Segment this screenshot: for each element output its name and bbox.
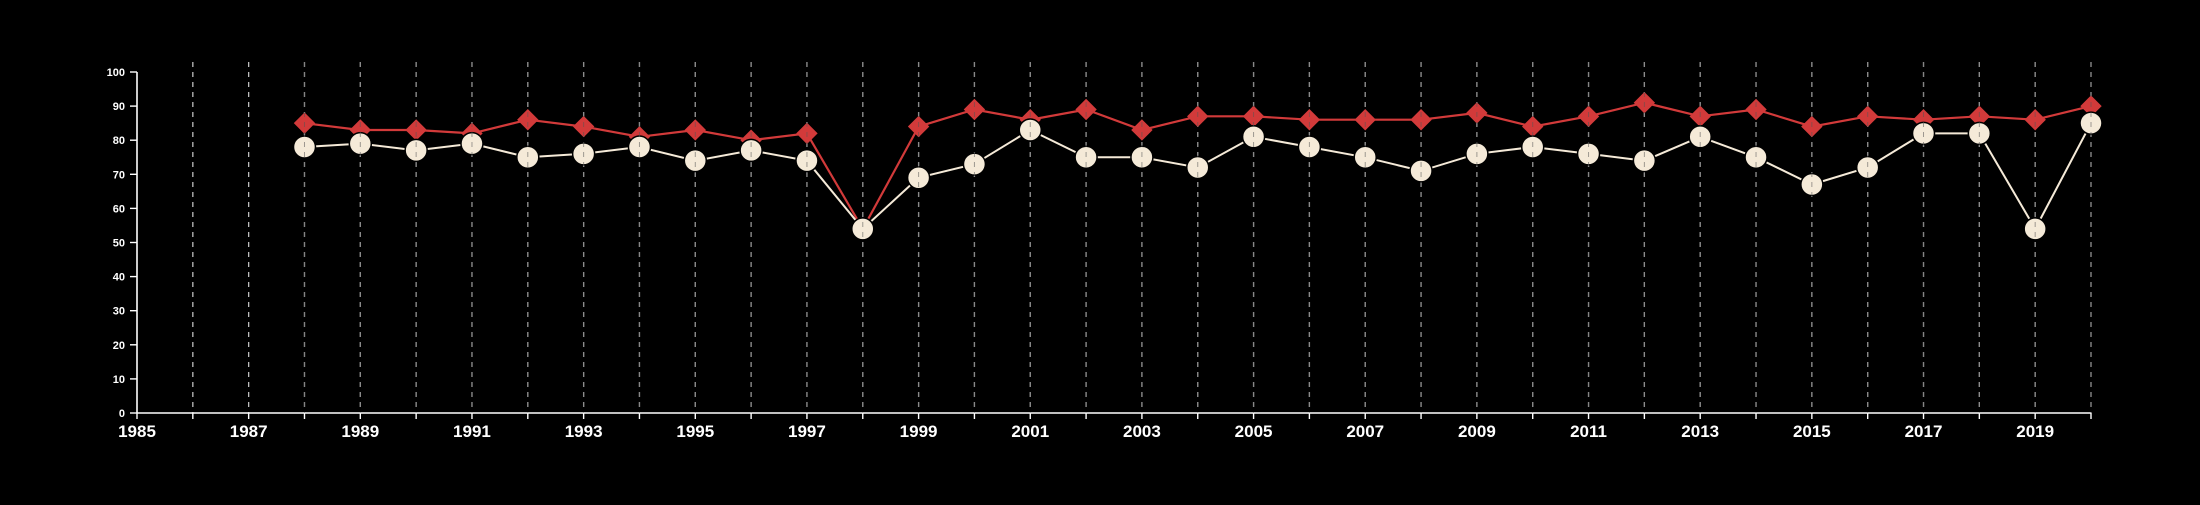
data-point-diamond bbox=[2024, 109, 2046, 131]
data-point-diamond bbox=[1298, 109, 1321, 131]
x-tick-label: 2019 bbox=[2016, 422, 2054, 441]
y-tick-label: 70 bbox=[113, 169, 125, 181]
x-tick-label: 1985 bbox=[118, 422, 156, 441]
x-tick-label: 1995 bbox=[676, 422, 714, 441]
y-tick-label: 60 bbox=[113, 203, 125, 215]
data-point-diamond bbox=[1745, 98, 1767, 121]
data-point-circle bbox=[2023, 217, 2047, 241]
data-point-circle bbox=[1632, 148, 1657, 173]
data-point-circle bbox=[1409, 159, 1433, 183]
x-tick-label: 2001 bbox=[1011, 422, 1049, 441]
data-point-diamond bbox=[517, 109, 539, 131]
data-point-diamond bbox=[1131, 119, 1153, 141]
x-tick-label: 2017 bbox=[1905, 422, 1943, 441]
data-point-circle bbox=[739, 138, 763, 163]
y-tick-label: 100 bbox=[107, 67, 125, 79]
x-tick-label: 1991 bbox=[453, 422, 491, 441]
data-point-circle bbox=[851, 217, 875, 241]
data-point-diamond bbox=[1410, 109, 1432, 131]
x-tick-label: 2007 bbox=[1346, 422, 1384, 441]
y-tick-label: 40 bbox=[113, 272, 125, 284]
data-point-diamond bbox=[1354, 109, 1376, 131]
x-tick-label: 1997 bbox=[788, 422, 826, 441]
data-point-diamond bbox=[1075, 98, 1097, 121]
y-tick-label: 80 bbox=[113, 135, 125, 147]
x-tick-label: 1999 bbox=[900, 422, 938, 441]
x-tick-label: 2003 bbox=[1123, 422, 1161, 441]
y-tick-label: 0 bbox=[119, 408, 125, 420]
x-tick-label: 2005 bbox=[1235, 422, 1273, 441]
data-point-diamond bbox=[684, 119, 706, 141]
y-tick-label: 50 bbox=[113, 238, 125, 250]
x-tick-label: 1989 bbox=[341, 422, 379, 441]
data-point-circle bbox=[795, 148, 819, 173]
gridline-overlay bbox=[303, 62, 2092, 413]
x-tick-label: 2011 bbox=[1570, 422, 1607, 441]
axes: 0 10 20 30 40 50 60 70 80 90 100 1985 1987 1989 1991 19… bbox=[107, 67, 2092, 441]
data-point-circle bbox=[1018, 118, 1043, 142]
data-point-circle bbox=[683, 148, 708, 173]
y-tick-label: 30 bbox=[113, 306, 125, 318]
series bbox=[292, 62, 2103, 413]
data-point-diamond bbox=[963, 98, 986, 121]
y-tick-label: 90 bbox=[113, 101, 125, 113]
x-tick-label: 1993 bbox=[565, 422, 603, 441]
y-tick-label: 20 bbox=[113, 340, 125, 352]
x-tick-label: 2009 bbox=[1458, 422, 1496, 441]
y-tick-label: 10 bbox=[113, 374, 125, 386]
x-tick-label: 2013 bbox=[1681, 422, 1719, 441]
x-tick-label: 2015 bbox=[1793, 422, 1831, 441]
data-point-circle bbox=[404, 138, 428, 163]
x-tick-label: 1987 bbox=[230, 422, 268, 441]
